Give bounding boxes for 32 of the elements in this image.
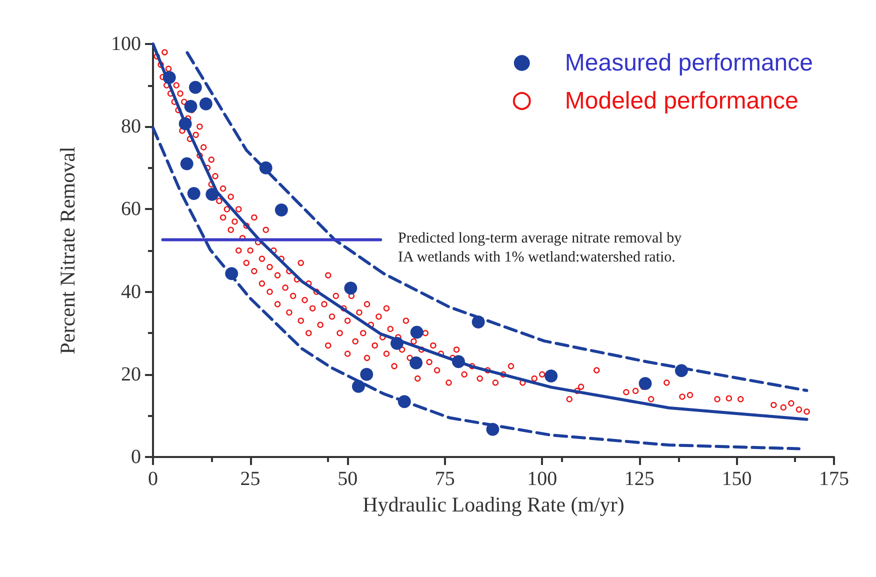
y-tick-label: 20 bbox=[121, 363, 141, 386]
point bbox=[199, 97, 212, 110]
point bbox=[187, 187, 200, 200]
point bbox=[184, 100, 198, 113]
point bbox=[638, 376, 652, 390]
y-axis-title: Percent Nitrate Removal bbox=[56, 146, 80, 354]
y-tick-label: 100 bbox=[111, 33, 141, 55]
y-tick-label: 0 bbox=[131, 446, 141, 468]
point bbox=[544, 370, 558, 383]
point bbox=[360, 368, 374, 381]
point bbox=[180, 157, 194, 170]
y-tick-label: 80 bbox=[121, 116, 141, 138]
line-series bbox=[152, 126, 800, 450]
point bbox=[344, 282, 358, 295]
x-tick-label: 0 bbox=[148, 468, 158, 490]
point bbox=[410, 356, 423, 370]
annotation: Predicted long-term average nitrate removal by IA wetlands with 1% wetland:watershed ratio. bbox=[398, 230, 682, 266]
x-tick-label: 150 bbox=[722, 468, 752, 490]
x-tick-label: 75 bbox=[434, 468, 455, 490]
y-tick-label: 60 bbox=[121, 198, 141, 220]
x-tick-label: 125 bbox=[624, 468, 654, 490]
point bbox=[410, 326, 424, 339]
x-tick-label: 100 bbox=[527, 468, 558, 490]
x-axis-title: Hydraulic Loading Rate (m/yr) bbox=[362, 492, 624, 516]
legend-label: Measured performance bbox=[564, 50, 814, 76]
legend-label: Modeled performance bbox=[564, 88, 798, 114]
x-tick-label: 50 bbox=[338, 468, 358, 490]
point bbox=[274, 204, 288, 217]
x-tick-label: 25 bbox=[240, 468, 260, 490]
y-tick-label: 40 bbox=[121, 280, 141, 303]
x-tick-label: 175 bbox=[819, 468, 849, 490]
point bbox=[188, 80, 202, 94]
